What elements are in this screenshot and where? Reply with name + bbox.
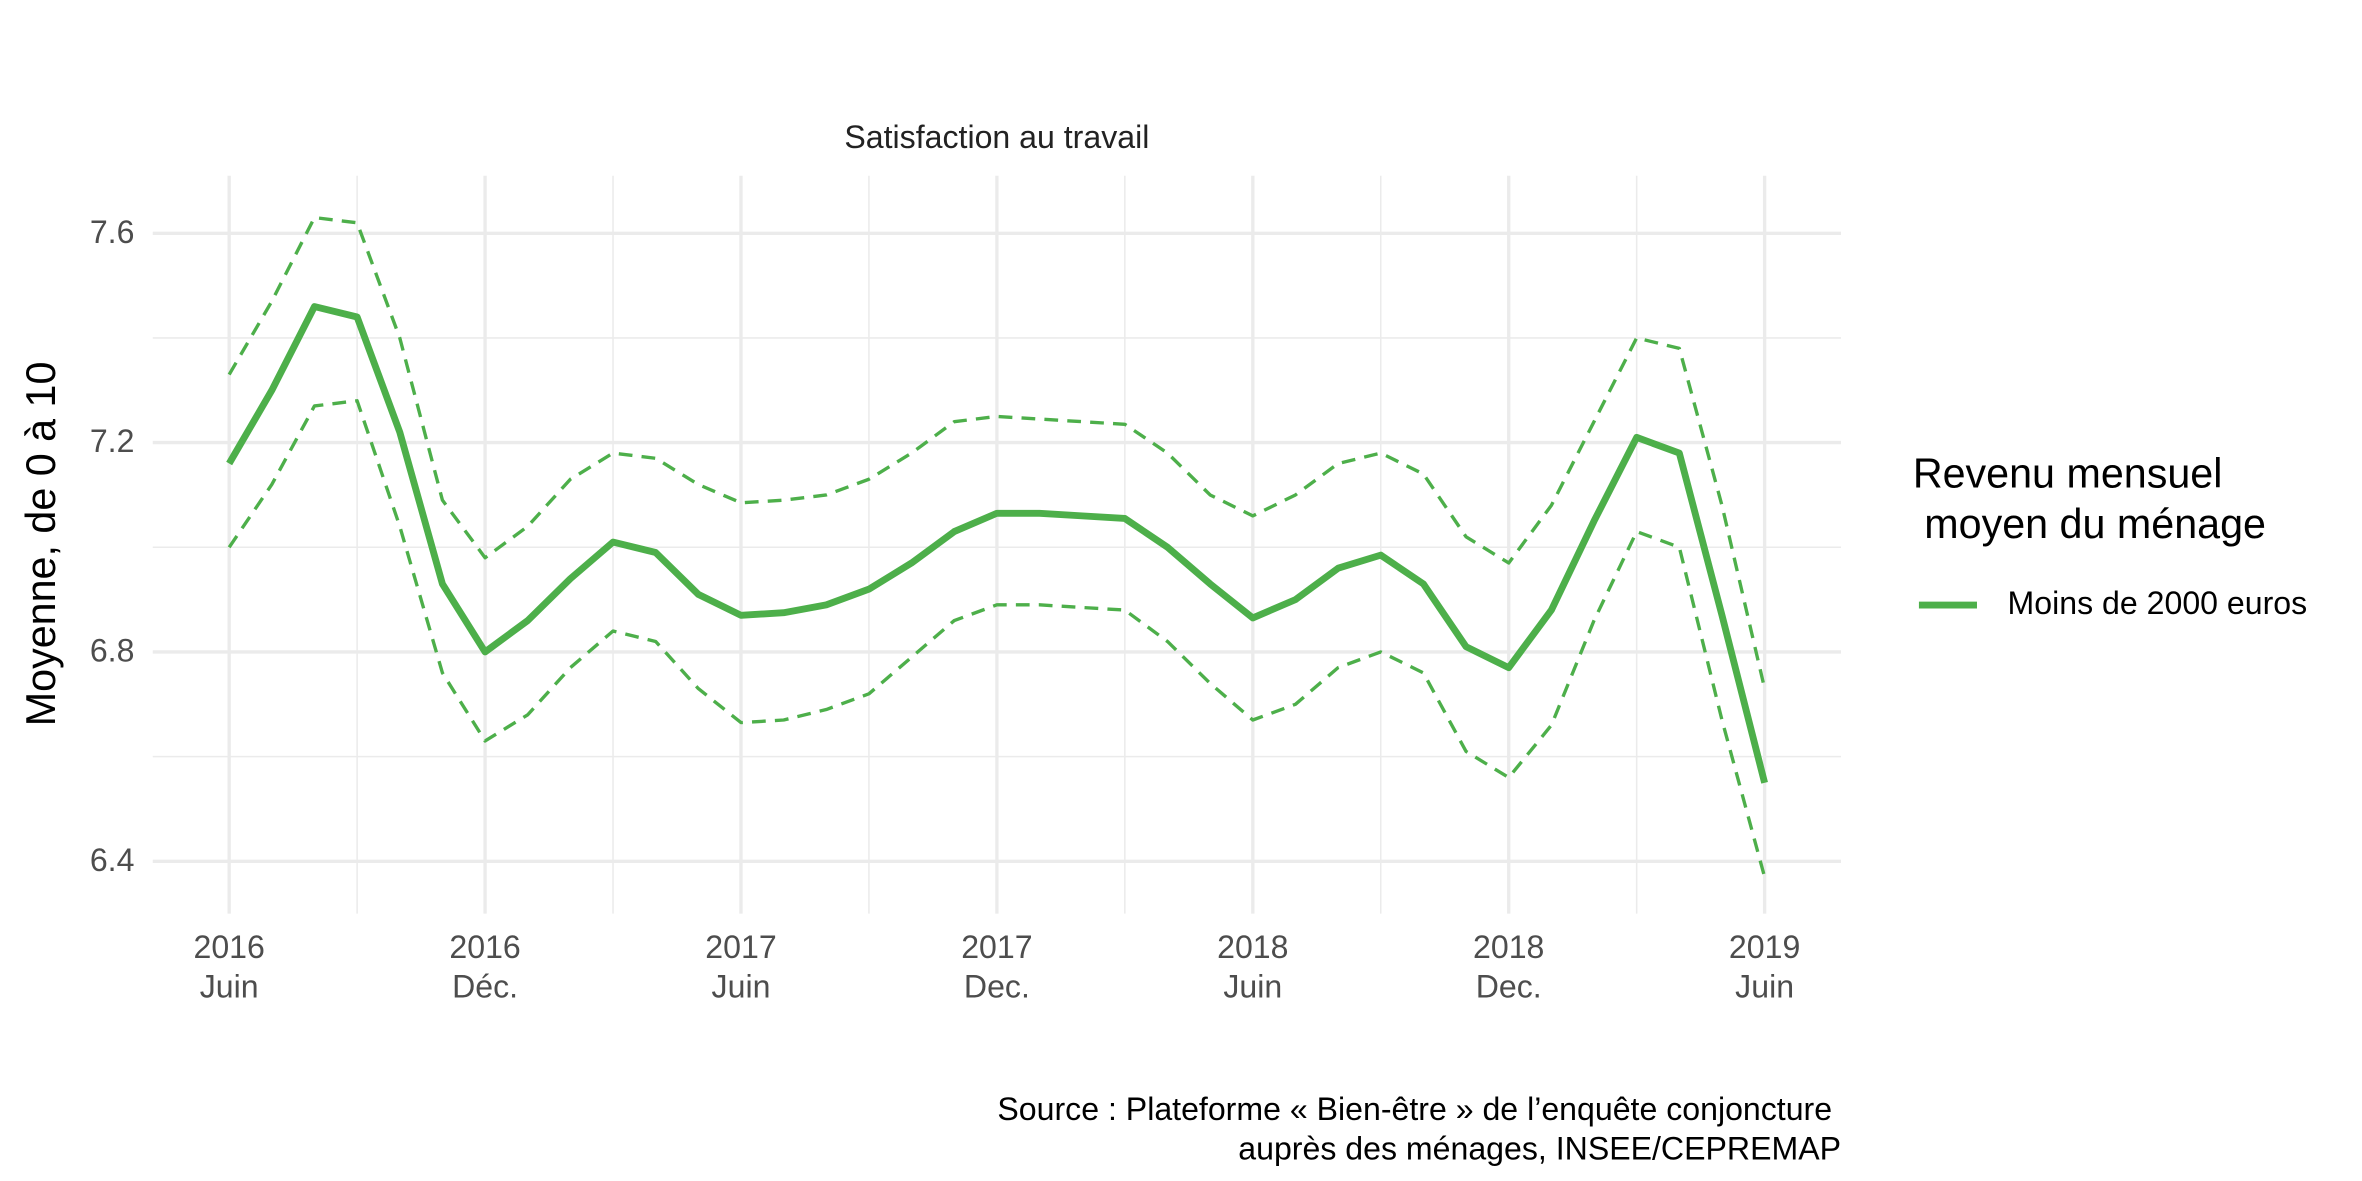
x-tick-label: 2017 Dec. [961,930,1033,1006]
y-tick-label: 6.8 [89,633,135,669]
y-tick-label: 6.4 [89,842,135,879]
x-tick-label: 2018 Dec. [1473,930,1545,1006]
x-tick-label: 2019 Juin [1728,930,1801,1006]
x-tick-label: 2016 Juin [193,930,265,1006]
x-tick-label: 2018 Juin [1217,930,1289,1006]
x-tick-label: 2016 Déc. [449,930,521,1006]
band-line [227,399,1767,878]
x-tick-label: 2017 Juin [705,930,777,1006]
band-line [227,215,1767,689]
chart-title: Satisfaction au travail [844,120,1150,156]
y-tick-label: 7.2 [89,424,135,460]
line [226,303,1768,784]
legend-title: Revenu mensuel moyen du ménage [1912,450,2266,547]
legend-label: Moins de 2000 euros [2007,586,2308,622]
y-axis-label: Moyenne, de 0 à 10 [18,361,65,727]
y-tick-label: 7.6 [89,214,135,251]
caption: Source : Plateforme « Bien-être » de l’e… [997,1092,1842,1168]
